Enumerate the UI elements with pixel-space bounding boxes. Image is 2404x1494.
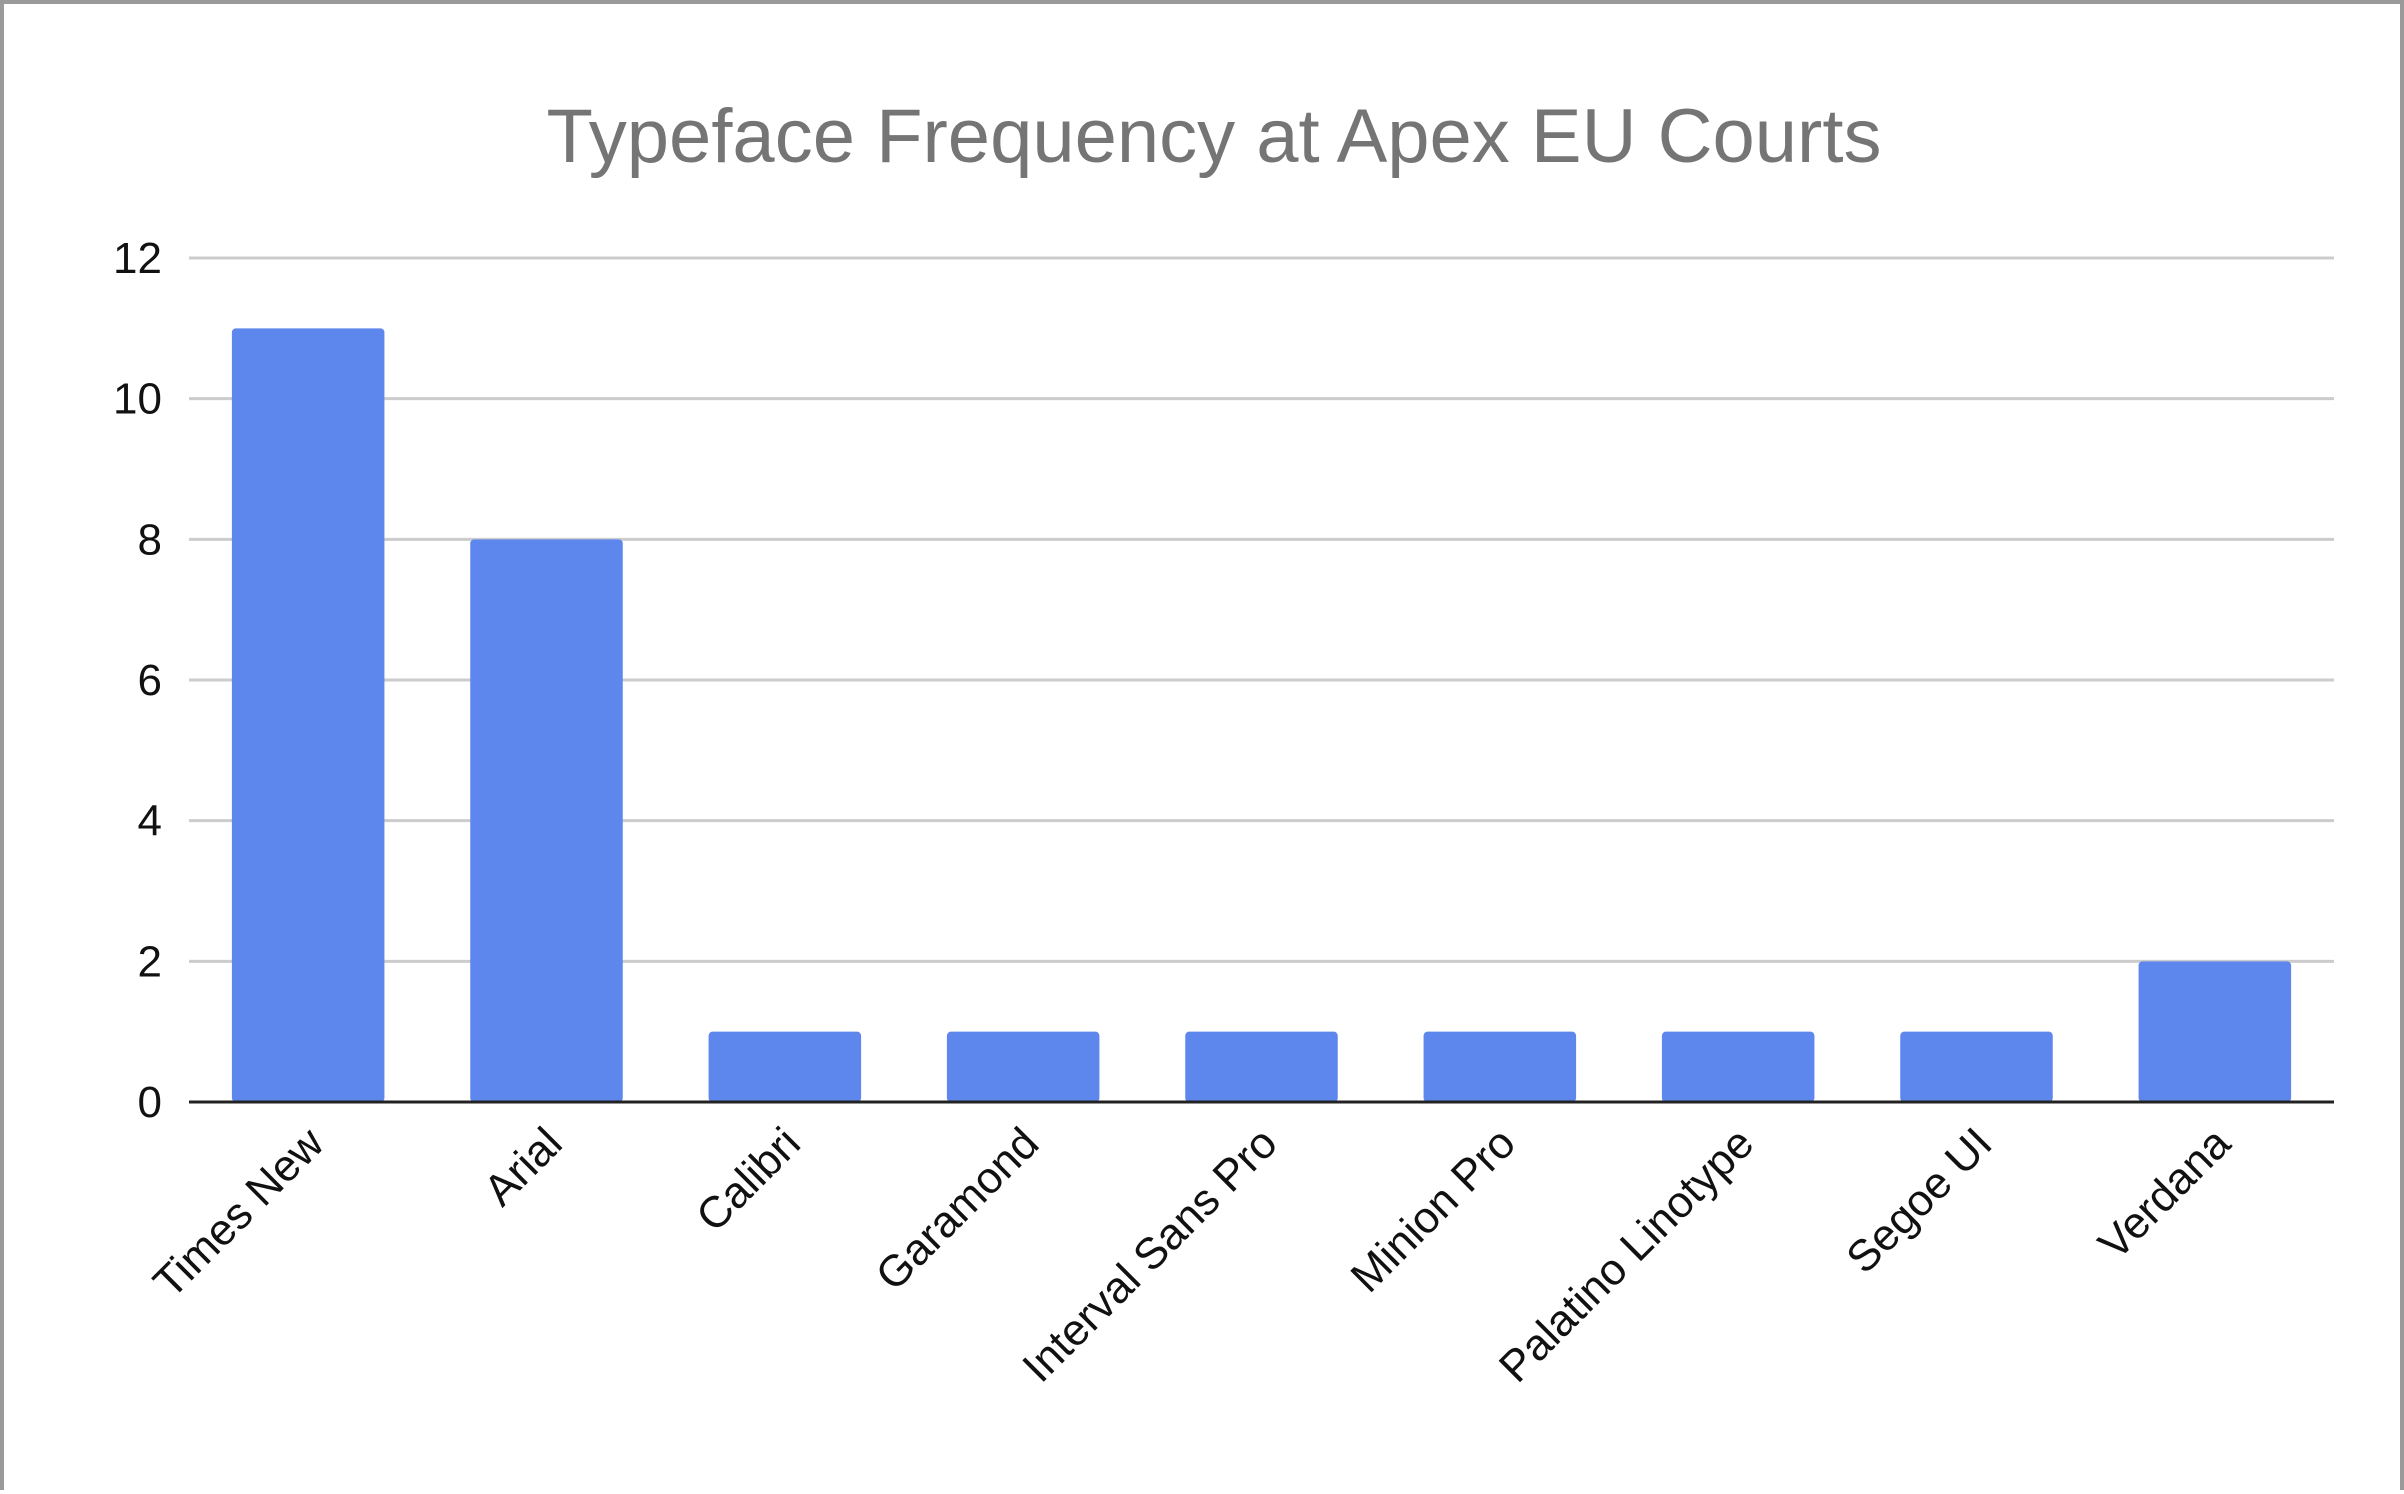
y-tick-label: 0 bbox=[138, 1078, 162, 1127]
bar bbox=[470, 539, 623, 1102]
y-tick-label: 8 bbox=[138, 515, 162, 564]
bar bbox=[1661, 1031, 1815, 1102]
y-tick-label: 12 bbox=[113, 234, 162, 283]
bars bbox=[231, 328, 2292, 1102]
y-tick-label: 6 bbox=[138, 656, 162, 705]
x-tick-label: Interval Sans Pro bbox=[1013, 1118, 1286, 1391]
x-tick-label: Palatino Linotype bbox=[1490, 1118, 1763, 1391]
bar bbox=[708, 1031, 862, 1102]
bar bbox=[1900, 1031, 2053, 1102]
x-tick-label: Times New bbox=[144, 1118, 333, 1307]
bar bbox=[946, 1031, 1100, 1102]
x-tick-label: Verdana bbox=[2089, 1118, 2240, 1269]
y-tick-label: 4 bbox=[138, 797, 162, 846]
bar bbox=[1423, 1031, 1577, 1102]
y-tick-label: 10 bbox=[113, 375, 162, 424]
bar bbox=[231, 328, 385, 1102]
bar bbox=[2138, 961, 2292, 1102]
x-tick-label: Segoe UI bbox=[1837, 1118, 2001, 1282]
x-tick-label: Calibri bbox=[687, 1118, 810, 1241]
bar bbox=[1185, 1031, 1338, 1102]
x-tick-label: Garamond bbox=[867, 1118, 1049, 1300]
x-tick-label: Arial bbox=[475, 1118, 572, 1215]
bar-chart: Typeface Frequency at Apex EU Courts 0 2 4… bbox=[113, 94, 2334, 1392]
chart-title: Typeface Frequency at Apex EU Courts bbox=[547, 94, 1882, 179]
y-axis-tick-labels: 0 2 4 6 8 10 12 bbox=[113, 234, 162, 1127]
y-tick-label: 2 bbox=[138, 937, 162, 986]
x-tick-label: Minion Pro bbox=[1342, 1118, 1525, 1301]
